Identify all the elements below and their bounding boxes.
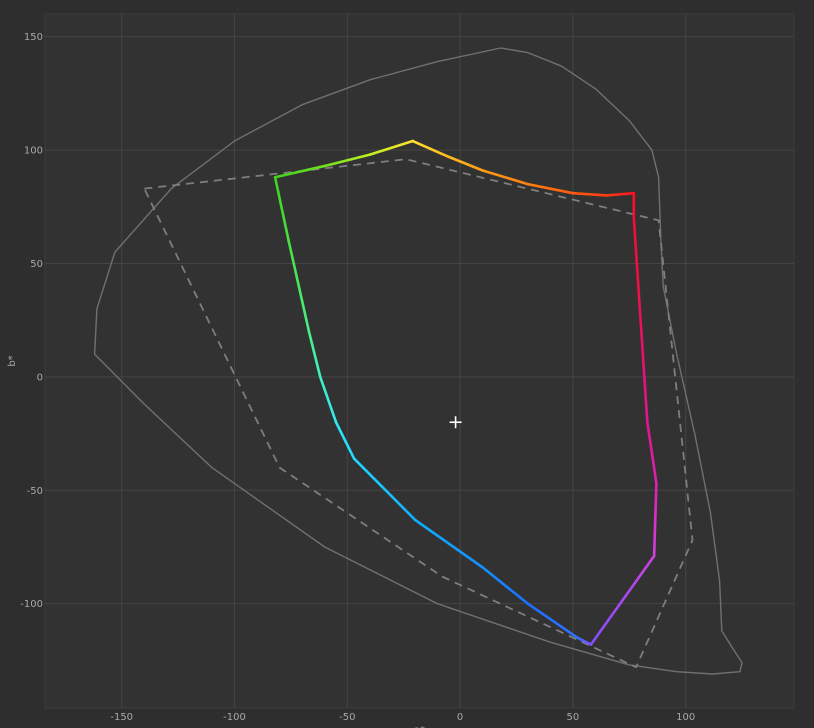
x-tick-label: 0 — [457, 712, 463, 723]
gamut-segment — [411, 139, 451, 159]
gamut-segment — [368, 139, 415, 156]
x-tick-label: -150 — [110, 712, 133, 723]
gamut-segment — [576, 636, 593, 646]
x-axis-ticks: -150 -100 -50 0 50 100 — [110, 712, 695, 723]
y-tick-label: 150 — [24, 32, 43, 43]
x-axis-label: a* — [414, 725, 425, 728]
gamut-segment — [632, 216, 640, 288]
x-tick-label: -50 — [339, 712, 355, 723]
gamut-segment — [273, 164, 327, 179]
gamut-segment — [526, 602, 579, 639]
series-layer — [93, 47, 743, 675]
grid — [45, 14, 794, 708]
gamut-segment — [605, 191, 636, 197]
gamut-segment — [652, 482, 658, 558]
y-axis-ticks: -100 -50 0 50 100 150 — [20, 32, 43, 610]
x-tick-label: -100 — [223, 712, 246, 723]
y-tick-label: 50 — [30, 259, 43, 270]
gamut-segment — [481, 566, 530, 605]
y-tick-label: 100 — [24, 146, 43, 157]
x-tick-label: 50 — [567, 712, 580, 723]
gamut-segment — [273, 175, 290, 243]
gamut-segment — [589, 554, 656, 646]
gamut-segment — [352, 457, 417, 522]
gamut-segment — [641, 352, 649, 424]
white-point-marker — [449, 416, 462, 429]
gamut-segment — [307, 330, 322, 379]
reference-gamut-path — [143, 158, 694, 669]
y-axis-label: b* — [7, 355, 18, 366]
x-tick-label: 100 — [676, 712, 695, 723]
gamut-segment — [637, 284, 645, 356]
gamut-segment — [447, 155, 484, 172]
gamut-segment — [526, 182, 575, 195]
y-tick-label: 0 — [37, 372, 43, 383]
gamut-segment — [481, 169, 530, 186]
gamut-segment — [334, 420, 356, 460]
gamut-segment — [323, 153, 372, 168]
gamut-segment — [571, 191, 609, 197]
gamut-segment — [646, 420, 658, 485]
gamut-segment — [318, 375, 338, 424]
gamut-segment — [413, 518, 484, 569]
spectral-locus-path — [93, 47, 743, 675]
y-tick-label: -100 — [20, 599, 43, 610]
gamut-segment — [287, 239, 311, 333]
y-tick-label: -50 — [27, 486, 43, 497]
